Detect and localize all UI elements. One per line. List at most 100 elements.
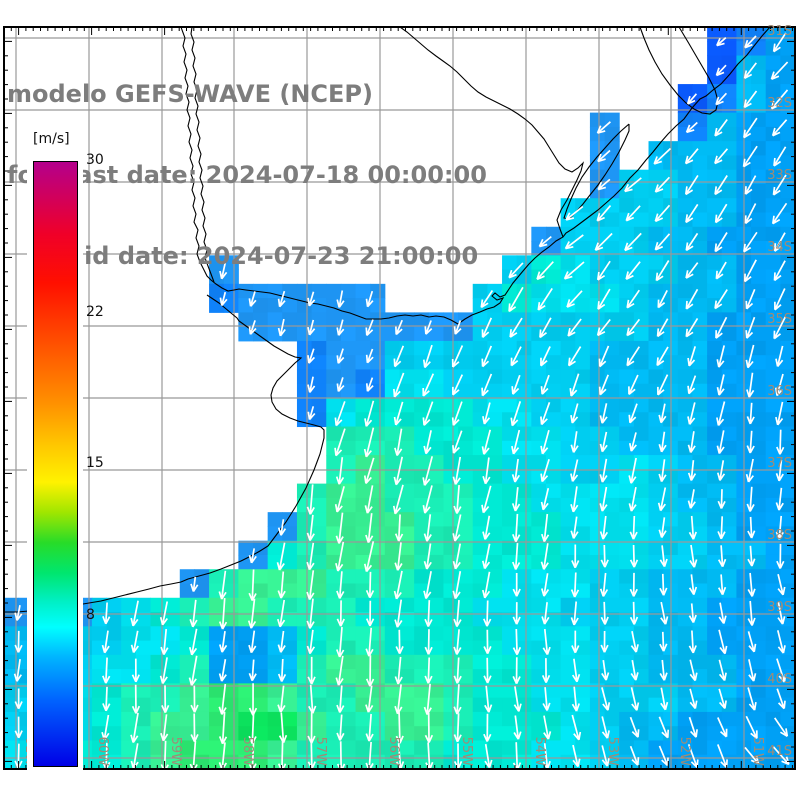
wind-arrow xyxy=(365,713,374,742)
wave-cell xyxy=(589,369,606,385)
wave-cell xyxy=(751,469,767,485)
wave-cell xyxy=(384,597,400,613)
wave-cell xyxy=(165,711,181,727)
wind-arrow xyxy=(453,684,462,715)
wave-cell xyxy=(677,512,693,527)
wave-cell xyxy=(165,740,181,756)
wind-arrow xyxy=(658,716,670,739)
coastline xyxy=(190,26,215,283)
wave-cell xyxy=(370,554,386,570)
wave-cell xyxy=(619,697,635,713)
wave-cell xyxy=(458,369,474,385)
wave-cell xyxy=(399,683,415,699)
wave-cell xyxy=(282,654,298,670)
wind-arrow xyxy=(365,685,374,713)
wind-arrow xyxy=(540,402,551,426)
wave-cell xyxy=(487,340,503,356)
wind-arrow xyxy=(565,205,584,221)
wave-cell xyxy=(765,241,781,256)
wave-cell xyxy=(296,569,313,584)
wind-arrow xyxy=(510,346,522,367)
wave-cell xyxy=(91,711,108,727)
wave-cell xyxy=(326,554,342,570)
wave-cell xyxy=(267,740,283,756)
wave-cell xyxy=(516,269,532,285)
wave-cell xyxy=(677,455,693,470)
wind-arrow xyxy=(745,458,754,483)
wave-cell xyxy=(648,554,664,570)
wind-arrow xyxy=(596,318,611,337)
wind-arrow xyxy=(364,400,375,427)
wave-cell xyxy=(589,654,606,670)
wave-cell xyxy=(780,241,796,256)
wave-cell xyxy=(677,526,693,542)
wave-cell xyxy=(707,283,723,299)
wave-cell xyxy=(589,426,606,442)
wind-arrow xyxy=(658,403,667,424)
longitude-label: 60W xyxy=(95,737,110,767)
wind-arrow xyxy=(484,685,493,713)
wave-cell xyxy=(502,612,518,627)
wave-cell xyxy=(721,255,737,271)
wave-cell xyxy=(384,369,400,385)
latitude-label: 32S xyxy=(767,96,792,111)
wave-cell xyxy=(692,183,708,199)
wave-cell xyxy=(677,369,693,385)
wind-arrow xyxy=(773,232,786,252)
wave-cell xyxy=(370,583,386,599)
wave-cell xyxy=(692,483,708,499)
wave-cell xyxy=(721,183,737,199)
wave-cell xyxy=(589,612,606,627)
wave-cell xyxy=(355,740,371,756)
wave-cell xyxy=(296,512,313,527)
wind-arrow xyxy=(481,543,491,570)
wave-cell xyxy=(677,540,693,556)
wave-cell xyxy=(765,683,781,699)
wave-cell xyxy=(443,426,459,442)
wave-cell xyxy=(545,583,562,599)
wave-cell xyxy=(589,683,606,699)
wave-cell xyxy=(545,726,562,741)
wave-cell xyxy=(223,597,239,613)
wave-cell xyxy=(326,512,342,527)
longitude-label: 57W xyxy=(313,737,328,767)
wave-cell xyxy=(516,298,532,313)
wind-arrow xyxy=(745,316,756,339)
wave-cell xyxy=(223,697,239,713)
wave-cell xyxy=(633,683,650,699)
wave-cell xyxy=(135,612,151,627)
wind-arrow xyxy=(744,175,757,195)
wave-cell xyxy=(487,383,503,399)
coastline xyxy=(180,26,771,325)
wave-cell xyxy=(751,412,767,428)
wave-cell xyxy=(531,483,547,499)
wave-cell xyxy=(780,469,796,485)
wave-cell xyxy=(399,669,415,684)
wave-cell xyxy=(326,540,342,556)
wave-cell xyxy=(780,198,796,213)
wave-cell xyxy=(340,554,357,570)
wave-cell xyxy=(370,597,386,613)
wave-cell xyxy=(677,669,693,684)
wave-cell xyxy=(560,597,576,613)
wave-cell xyxy=(677,583,693,599)
wave-cell xyxy=(326,483,342,499)
wave-cell xyxy=(780,554,796,570)
wave-cell xyxy=(721,69,737,85)
wind-arrow xyxy=(563,261,585,280)
wave-cell xyxy=(326,626,342,642)
wave-cell xyxy=(311,369,327,385)
wave-cell xyxy=(370,626,386,642)
wave-cell xyxy=(370,683,386,699)
wind-arrow xyxy=(307,656,316,685)
longitude-label: 59W xyxy=(168,737,183,767)
wave-cell xyxy=(780,183,796,199)
wave-cell xyxy=(370,483,386,499)
wave-cell xyxy=(399,455,415,470)
wave-cell xyxy=(487,312,503,328)
wind-arrow xyxy=(190,713,199,743)
wave-cell xyxy=(604,383,620,399)
wave-cell xyxy=(458,626,474,642)
wave-cell xyxy=(253,726,269,741)
wave-cell xyxy=(472,312,488,328)
